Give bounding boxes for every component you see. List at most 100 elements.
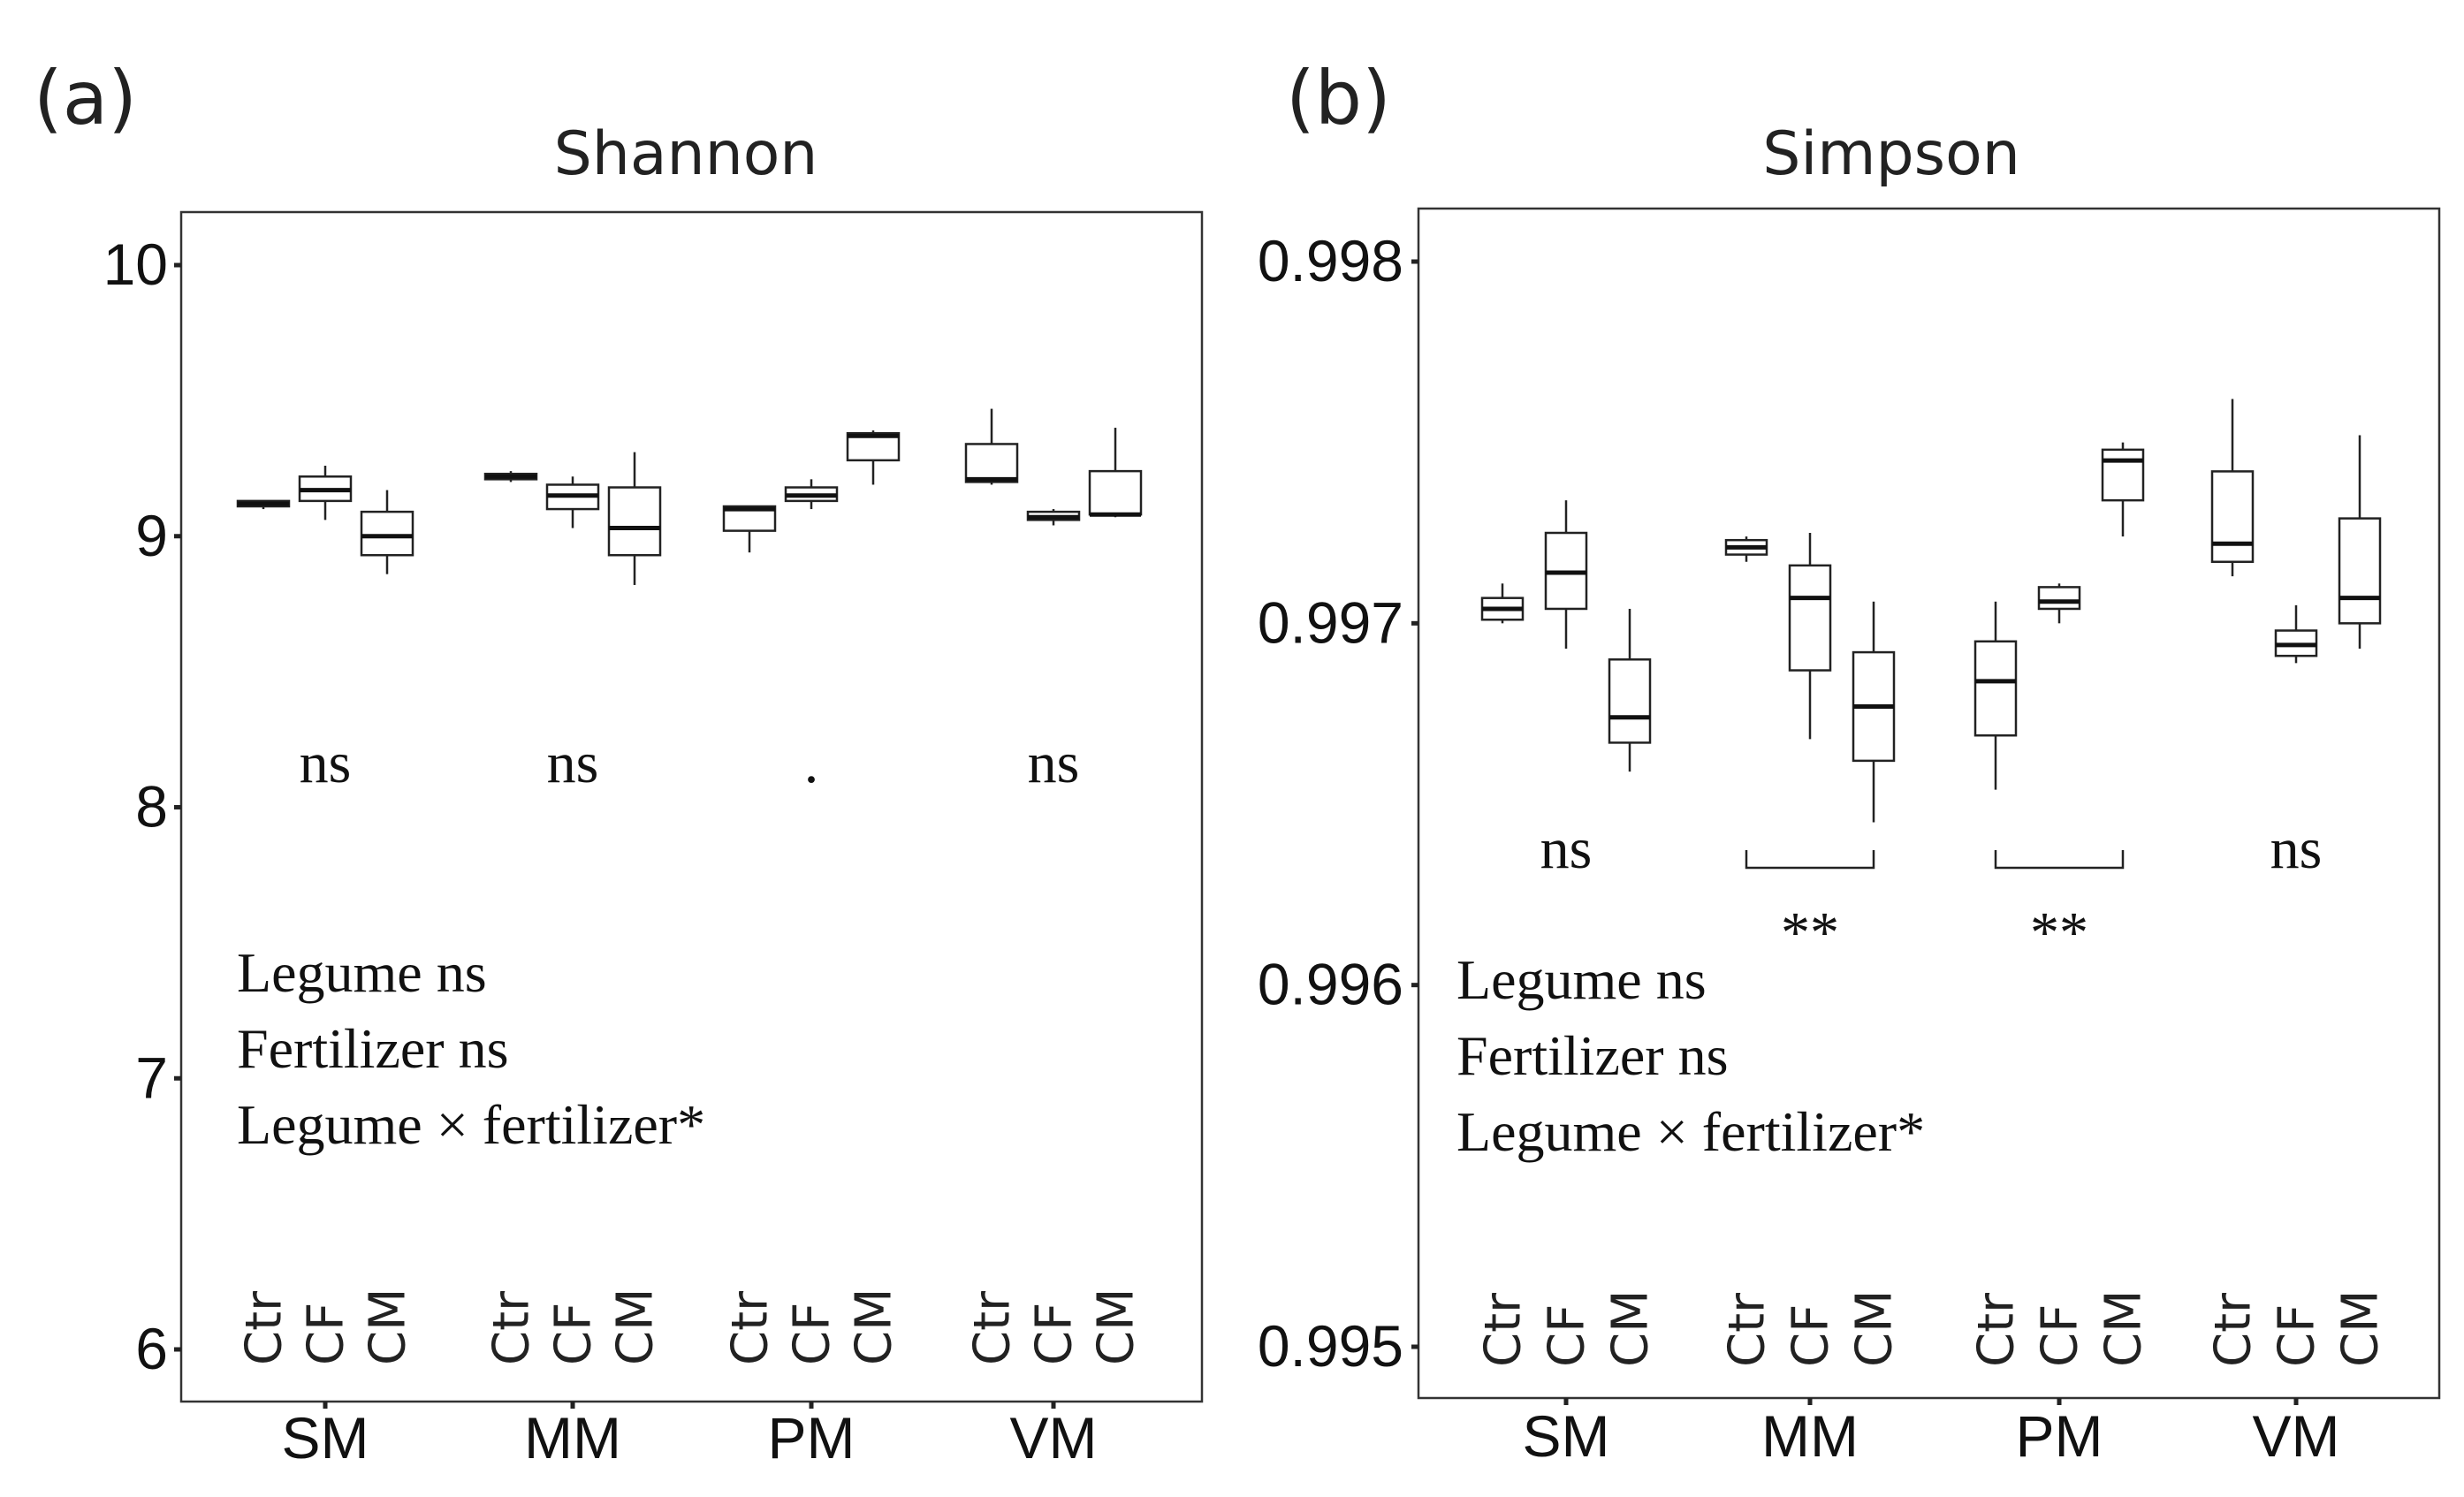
box-pm-ctr	[1973, 601, 2018, 790]
y-axis: 0.995 0.996 0.997 0.998	[1258, 228, 1418, 1379]
stats-line: Legume ns	[237, 941, 487, 1004]
box-vm-ctr	[2210, 399, 2255, 577]
y-tick-label: 0.997	[1258, 589, 1403, 655]
box-pm-cm	[2101, 442, 2145, 537]
panel-title: Simpson	[1762, 119, 2020, 189]
boxplots	[236, 408, 1143, 585]
significance-bracket	[1745, 850, 1875, 870]
panel-label: (a)	[34, 55, 137, 141]
y-tick-label: 0.995	[1258, 1313, 1403, 1379]
boxplots	[1480, 399, 2382, 823]
x-group-label: SM	[282, 1405, 369, 1470]
box-pm-cf	[784, 479, 839, 510]
box-mm-ctr	[1724, 536, 1768, 562]
panel-title: Shannon	[554, 119, 818, 189]
y-axis: 6 7 8 9 10	[103, 232, 181, 1381]
box-iqr	[2037, 586, 2081, 611]
stats-summary: Legume ns Fertilizer ns Legume × fertilize…	[1456, 948, 1925, 1163]
treatment-label: CF	[298, 1303, 355, 1365]
box-vm-ctr	[964, 408, 1019, 485]
x-group-label: VM	[1010, 1405, 1098, 1470]
box-mm-cm	[607, 452, 662, 585]
panel-label: (b)	[1286, 55, 1391, 141]
box-mm-cm	[1852, 601, 1896, 823]
x-group-label: SM	[1523, 1403, 1610, 1469]
x-group-label: PM	[2016, 1403, 2103, 1469]
box-iqr	[360, 510, 414, 557]
significance-label: **	[1781, 900, 1839, 965]
treatment-label: CF	[1539, 1304, 1596, 1367]
x-group-label: MM	[524, 1405, 621, 1470]
box-sm-ctr	[236, 499, 291, 510]
treatment-label: Ctr	[1475, 1292, 1532, 1367]
box-pm-ctr	[722, 505, 777, 553]
box-iqr	[1088, 469, 1143, 516]
y-tick-label: 8	[135, 774, 168, 840]
stats-line: Legume ns	[1456, 948, 1707, 1011]
box-iqr	[607, 486, 662, 557]
treatment-label: Ctr	[1719, 1292, 1776, 1367]
treatment-label: CF	[2032, 1304, 2089, 1367]
stats-line: Legume × fertilizer*	[1456, 1100, 1925, 1163]
stats-line: Fertilizer ns	[237, 1017, 508, 1080]
x-group-label: VM	[2253, 1403, 2340, 1469]
significance-annotations: ns ** ** ns	[1540, 817, 2323, 965]
box-vm-cm	[1088, 428, 1143, 518]
box-sm-ctr	[1480, 583, 1525, 624]
significance-label: **	[2030, 900, 2088, 965]
significance-label: ns	[1540, 817, 1593, 881]
treatment-label: CM	[607, 1288, 665, 1365]
box-vm-cm	[2338, 435, 2382, 649]
box-pm-cf	[2037, 583, 2081, 624]
box-iqr	[2210, 470, 2255, 563]
treatment-label: CF	[545, 1303, 603, 1365]
treatment-label: CF	[784, 1303, 841, 1365]
y-tick-label: 10	[103, 232, 168, 297]
y-tick-label: 9	[135, 503, 168, 568]
treatment-label: CF	[1783, 1304, 1840, 1367]
box-iqr	[964, 443, 1019, 483]
box-iqr	[2338, 517, 2382, 625]
box-vm-cf	[1026, 509, 1081, 526]
treatment-label: CM	[1602, 1290, 1660, 1367]
box-mm-cf	[545, 476, 600, 528]
stats-summary: Legume ns Fertilizer ns Legume × fertilize…	[237, 941, 705, 1156]
significance-label: ns	[2270, 817, 2323, 881]
treatment-label: Ctr	[2205, 1292, 2262, 1367]
box-sm-cf	[1544, 500, 1588, 649]
treatment-label: CM	[2332, 1290, 2390, 1367]
treatment-label: CM	[360, 1288, 417, 1365]
treatment-label: Ctr	[236, 1290, 293, 1365]
x-group-label: PM	[768, 1405, 856, 1470]
treatment-label: CF	[2269, 1304, 2326, 1367]
stats-line: Legume × fertilizer*	[237, 1093, 705, 1156]
significance-label: ns	[547, 731, 599, 795]
treatment-label: Ctr	[1968, 1292, 2026, 1367]
box-mm-cf	[1788, 533, 1832, 740]
treatment-label: CF	[1026, 1303, 1084, 1365]
significance-bracket	[1994, 850, 2125, 870]
treatment-label: CM	[1846, 1290, 1904, 1367]
y-tick-label: 0.996	[1258, 952, 1403, 1017]
plot-frame	[179, 210, 1204, 1403]
box-iqr	[2101, 448, 2145, 502]
box-sm-cm	[360, 490, 414, 574]
x-group-label: MM	[1761, 1403, 1859, 1469]
significance-label: ns	[1028, 731, 1080, 795]
plot-frame	[1417, 207, 2441, 1400]
significance-annotations: ns ns. ns	[300, 731, 1080, 795]
box-pm-cm	[846, 430, 901, 485]
y-tick-label: 7	[135, 1045, 168, 1110]
treatment-label: Ctr	[483, 1290, 541, 1365]
box-iqr	[1788, 564, 1832, 672]
treatment-label: Ctr	[722, 1290, 780, 1365]
significance-label: .	[804, 731, 819, 795]
significance-label: ns	[300, 731, 352, 795]
treatment-label: Ctr	[964, 1290, 1022, 1365]
box-vm-cf	[2274, 604, 2318, 664]
